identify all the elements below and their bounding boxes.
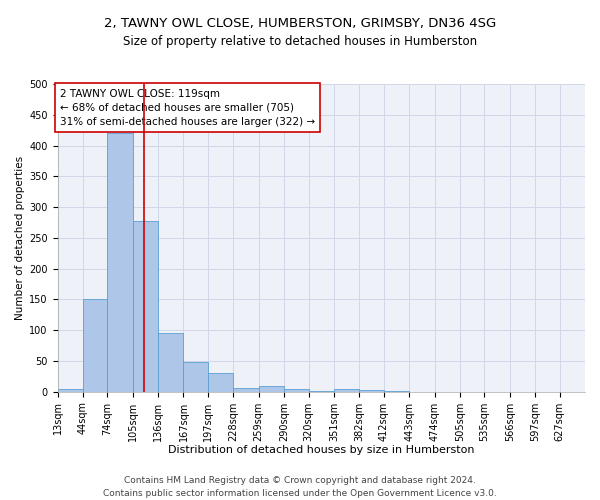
Bar [83, 300, 107, 392]
Bar [107, 133, 133, 392]
Text: Size of property relative to detached houses in Humberston: Size of property relative to detached ho… [123, 35, 477, 48]
Bar [308, 390, 334, 392]
X-axis label: Distribution of detached houses by size in Humberston: Distribution of detached houses by size … [168, 445, 475, 455]
Text: Contains HM Land Registry data © Crown copyright and database right 2024.
Contai: Contains HM Land Registry data © Crown c… [103, 476, 497, 498]
Text: 2, TAWNY OWL CLOSE, HUMBERSTON, GRIMSBY, DN36 4SG: 2, TAWNY OWL CLOSE, HUMBERSTON, GRIMSBY,… [104, 18, 496, 30]
Y-axis label: Number of detached properties: Number of detached properties [15, 156, 25, 320]
Bar [259, 386, 284, 392]
Bar [359, 390, 384, 392]
Bar [233, 388, 259, 392]
Bar [284, 388, 308, 392]
Bar [334, 390, 359, 392]
Bar [133, 220, 158, 392]
Text: 2 TAWNY OWL CLOSE: 119sqm
← 68% of detached houses are smaller (705)
31% of semi: 2 TAWNY OWL CLOSE: 119sqm ← 68% of detac… [60, 88, 315, 126]
Bar [208, 374, 233, 392]
Bar [184, 362, 208, 392]
Bar [384, 391, 409, 392]
Bar [58, 388, 83, 392]
Bar [158, 334, 184, 392]
